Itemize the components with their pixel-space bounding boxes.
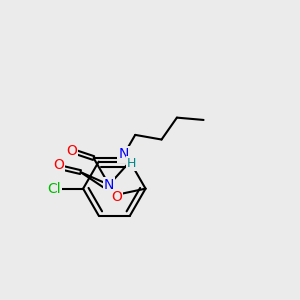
Text: N: N [118,148,128,161]
Text: O: O [111,190,122,204]
Text: H: H [127,158,136,170]
Text: O: O [53,158,64,172]
Text: O: O [66,144,77,158]
Text: N: N [104,178,114,192]
Text: Cl: Cl [47,182,61,196]
